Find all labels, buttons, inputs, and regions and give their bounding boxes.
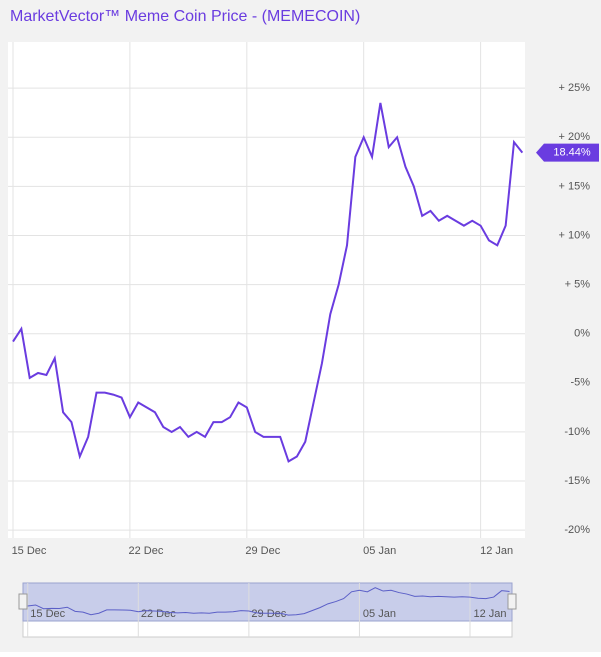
navigator-label: 29 Dec	[251, 608, 286, 620]
y-tick-label: -15%	[564, 475, 590, 487]
navigator-line	[27, 587, 510, 616]
plot-area	[8, 42, 525, 538]
current-label: 18.44%	[553, 146, 591, 158]
y-tick-label: + 20%	[559, 131, 591, 143]
navigator-label: 15 Dec	[30, 608, 65, 620]
y-tick-label: + 25%	[559, 82, 591, 94]
y-tick-label: -5%	[570, 377, 590, 389]
navigator-handle[interactable]	[507, 593, 517, 610]
y-tick-label: + 15%	[559, 180, 591, 192]
y-tick-label: -10%	[564, 426, 590, 438]
navigator-handle[interactable]	[18, 593, 28, 610]
y-tick-label: -20%	[564, 524, 590, 536]
navigator-label: 05 Jan	[363, 608, 396, 620]
line	[12, 102, 524, 463]
chart-title: MarketVector™ Meme Coin Price - (MEMECOI…	[10, 8, 360, 25]
x-tick-label: 22 Dec	[128, 545, 163, 557]
y-tick-label: + 5%	[565, 279, 591, 291]
x-tick-label: 29 Dec	[245, 545, 280, 557]
y-tick-label: 0%	[574, 328, 590, 340]
y-tick-label: + 10%	[559, 229, 591, 241]
x-tick-label: 05 Jan	[363, 545, 396, 557]
navigator-label: 12 Jan	[473, 608, 506, 620]
x-tick-label: 15 Dec	[12, 545, 47, 557]
navigator-label: 22 Dec	[141, 608, 176, 620]
x-tick-label: 12 Jan	[480, 545, 513, 557]
current-tag	[536, 143, 599, 162]
navigator-selection[interactable]	[22, 582, 513, 622]
